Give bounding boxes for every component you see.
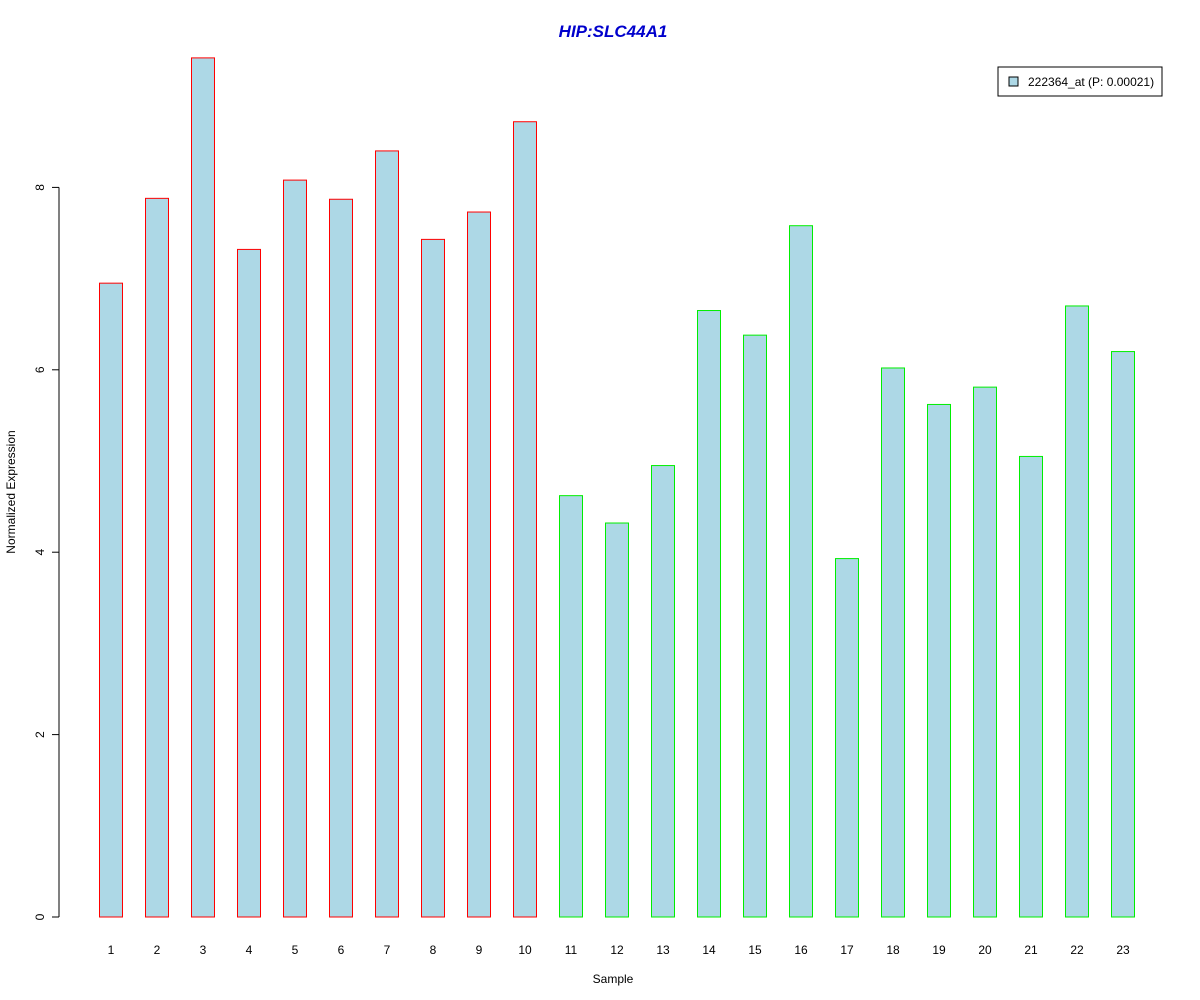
x-tick-label: 15 [748,943,762,957]
y-axis-title: Normalized Expression [4,430,18,553]
x-tick-label: 2 [154,943,161,957]
bar-sample-7 [375,150,399,918]
bar-sample-2 [145,197,169,918]
y-axis: 0 2 4 6 8 [33,184,60,920]
x-tick-label: 20 [978,943,992,957]
bar-sample-9 [467,211,491,918]
y-tick-label: 6 [33,366,47,373]
bar-sample-19 [927,403,951,918]
x-tick-label: 22 [1070,943,1084,957]
y-tick-label: 2 [33,731,47,738]
x-tick-labels: 1 2 3 4 5 6 7 8 9 10 11 12 13 14 15 16 17 18 19 20 21 22 23 [108,943,1130,957]
bar-sample-5 [283,179,307,918]
x-tick-label: 21 [1024,943,1038,957]
legend: 222364_at (P: 0.00021) [997,66,1163,97]
bar-sample-16 [789,225,813,918]
bar-sample-18 [881,367,905,918]
bar-sample-8 [421,238,445,918]
x-axis-title: Sample [593,972,634,986]
bar-sample-1 [99,282,123,918]
bars [99,57,1135,918]
x-tick-label: 17 [840,943,854,957]
bar-sample-11 [559,495,583,918]
bar-sample-12 [605,522,629,918]
y-tick-label: 0 [33,913,47,920]
x-tick-label: 18 [886,943,900,957]
bar-sample-23 [1111,351,1135,918]
y-tick-label: 8 [33,184,47,191]
y-tick-label: 4 [33,549,47,556]
x-tick-label: 16 [794,943,808,957]
bar-sample-3 [191,57,215,918]
x-tick-label: 10 [518,943,532,957]
bar-sample-21 [1019,455,1043,918]
x-tick-label: 8 [430,943,437,957]
x-tick-label: 5 [292,943,299,957]
legend-label: 222364_at (P: 0.00021) [1028,75,1154,89]
x-tick-label: 19 [932,943,946,957]
x-tick-label: 11 [565,943,578,957]
bar-sample-6 [329,198,353,918]
bar-sample-10 [513,121,537,918]
bar-sample-15 [743,334,767,918]
x-tick-label: 13 [656,943,670,957]
x-tick-label: 1 [108,943,115,957]
x-tick-label: 7 [384,943,391,957]
x-tick-label: 23 [1116,943,1130,957]
x-tick-label: 9 [476,943,483,957]
bar-sample-20 [973,386,997,918]
bar-sample-17 [835,558,859,918]
bar-sample-4 [237,248,261,918]
bar-sample-22 [1065,305,1089,918]
x-tick-label: 12 [610,943,624,957]
bar-sample-13 [651,465,675,918]
x-tick-label: 3 [200,943,207,957]
chart-title: HIP:SLC44A1 [559,22,668,41]
x-tick-label: 4 [246,943,253,957]
x-tick-label: 6 [338,943,345,957]
legend-box [997,66,1163,97]
x-tick-label: 14 [702,943,716,957]
legend-swatch [1008,76,1019,87]
bar-sample-14 [697,310,721,918]
